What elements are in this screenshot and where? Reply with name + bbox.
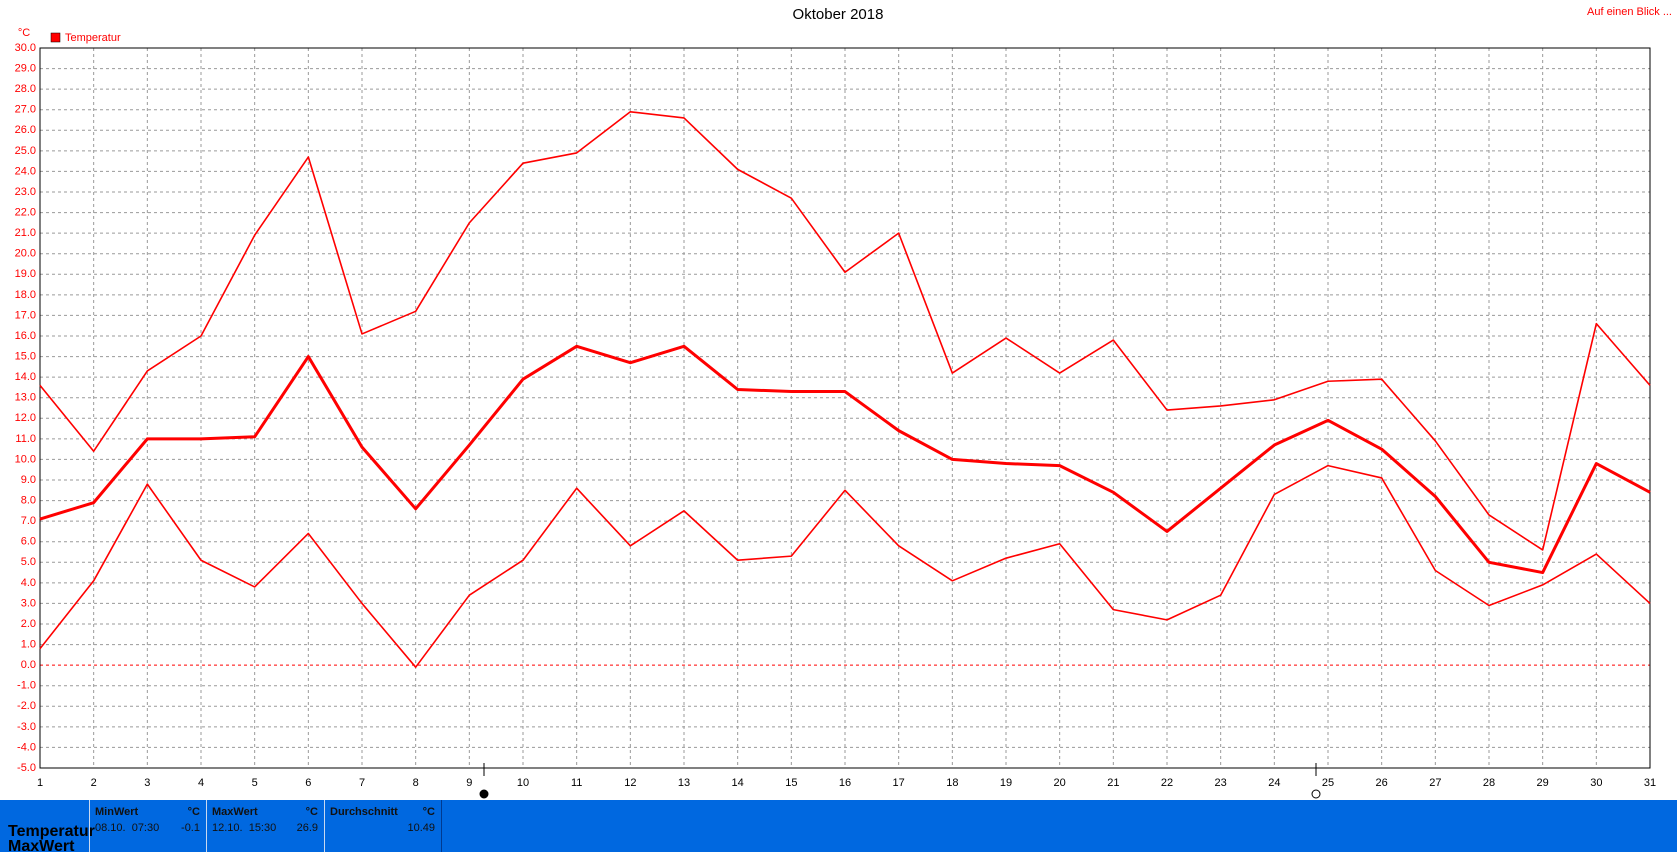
- y-tick-label: 16.0: [15, 330, 36, 342]
- x-tick-label: 22: [1161, 777, 1173, 789]
- y-tick-label: 29.0: [15, 62, 36, 74]
- y-tick-label: 7.0: [21, 515, 36, 527]
- y-tick-label: -5.0: [17, 762, 36, 774]
- y-tick-label: 10.0: [15, 453, 36, 465]
- y-tick-label: -3.0: [17, 721, 36, 733]
- x-tick-label: 2: [91, 777, 97, 789]
- y-tick-label: -2.0: [17, 700, 36, 712]
- y-tick-label: 3.0: [21, 597, 36, 609]
- x-tick-label: 18: [946, 777, 958, 789]
- x-tick-label: 6: [305, 777, 311, 789]
- chart-title: Oktober 2018: [793, 6, 884, 23]
- x-tick-label: 8: [413, 777, 419, 789]
- y-tick-label: 20.0: [15, 248, 36, 260]
- marker-icon: [479, 789, 489, 799]
- y-tick-label: 8.0: [21, 494, 36, 506]
- x-tick-label: 25: [1322, 777, 1334, 789]
- cell-header: MaxWert: [212, 806, 258, 818]
- y-tick-label: 15.0: [15, 350, 36, 362]
- link[interactable]: Auf einen Blick ...: [1587, 6, 1672, 18]
- series-line: [39, 110, 1651, 551]
- x-tick-label: 11: [571, 777, 582, 789]
- x-tick-label: 30: [1590, 777, 1602, 789]
- cell-value: 10.49: [407, 822, 435, 834]
- cell-header: Durchschnitt: [330, 806, 398, 818]
- cell-time: 08.10. 07:30: [95, 822, 160, 834]
- y-tick-label: -1.0: [17, 680, 36, 692]
- x-tick-label: 19: [1000, 777, 1012, 789]
- y-tick-label: 17.0: [15, 309, 36, 321]
- x-tick-label: 23: [1215, 777, 1227, 789]
- x-tick-label: 4: [198, 777, 204, 789]
- cell-value: -0.1: [181, 822, 200, 834]
- y-tick-label: 19.0: [15, 268, 36, 280]
- y-tick-label: 22.0: [15, 206, 36, 218]
- y-tick-label: 26.0: [15, 124, 36, 136]
- x-tick-label: 27: [1429, 777, 1441, 789]
- y-tick-label: 5.0: [21, 556, 36, 568]
- legend-label: Temperatur: [65, 32, 121, 44]
- cell-header: MinWert: [95, 806, 139, 818]
- series-line: [39, 464, 1651, 668]
- y-tick-label: 30.0: [15, 42, 36, 54]
- x-tick-label: 31: [1644, 777, 1656, 789]
- y-tick-label: 14.0: [15, 371, 36, 383]
- row-label: Temperatur: [8, 823, 95, 840]
- summary-cell: MaxWert °C 12.10. 15:30 26.9: [206, 800, 325, 852]
- y-tick-label: -4.0: [17, 741, 36, 753]
- y-tick-label: 12.0: [15, 412, 36, 424]
- x-tick-label: 14: [732, 777, 744, 789]
- legend-swatch: [50, 32, 61, 43]
- x-tick-label: 1: [37, 777, 43, 789]
- y-unit: °C: [18, 27, 30, 39]
- y-tick-label: 2.0: [21, 618, 36, 630]
- y-tick-label: 13.0: [15, 392, 36, 404]
- x-tick-label: 5: [252, 777, 258, 789]
- marker-icon: [1311, 789, 1321, 799]
- y-tick-label: 21.0: [15, 227, 36, 239]
- cell-time: 12.10. 15:30: [212, 822, 277, 834]
- y-tick-label: 18.0: [15, 289, 36, 301]
- summary-cell: MinWert °C 08.10. 07:30 -0.1: [89, 800, 207, 852]
- cell-unit: °C: [422, 806, 435, 818]
- x-tick-label: 15: [785, 777, 797, 789]
- y-tick-label: 0.0: [21, 659, 36, 671]
- y-tick-label: 9.0: [21, 474, 36, 486]
- summary-cell: Durchschnitt °C 10.49: [324, 800, 442, 852]
- x-tick-label: 12: [624, 777, 636, 789]
- plot-frame: [39, 47, 1651, 769]
- y-tick-label: 24.0: [15, 165, 36, 177]
- cell-value: 26.9: [296, 822, 318, 834]
- x-tick-label: 17: [893, 777, 905, 789]
- x-tick-label: 16: [839, 777, 851, 789]
- x-tick-label: 7: [359, 777, 365, 789]
- x-tick-label: 10: [517, 777, 529, 789]
- cell-unit: °C: [305, 806, 318, 818]
- x-tick-label: 26: [1376, 777, 1388, 789]
- y-tick-label: 11.0: [15, 433, 36, 445]
- x-tick-label: 21: [1107, 777, 1119, 789]
- summary-panel: Temperatur MaxWert MinWert °C 08.10. 07:…: [0, 800, 1677, 855]
- chart: Oktober 2018 °C Auf einen Blick ... -5.0…: [15, 6, 1672, 799]
- y-tick-label: 28.0: [15, 83, 36, 95]
- series-line: [39, 344, 1651, 575]
- x-tick-label: 24: [1268, 777, 1280, 789]
- y-tick-label: 25.0: [15, 145, 36, 157]
- x-tick-label: 3: [144, 777, 150, 789]
- x-tick-label: 28: [1483, 777, 1495, 789]
- x-tick-label: 13: [678, 777, 690, 789]
- y-tick-label: 23.0: [15, 186, 36, 198]
- y-tick-label: 6.0: [21, 536, 36, 548]
- x-tick-label: 29: [1537, 777, 1549, 789]
- y-tick-label: 4.0: [21, 577, 36, 589]
- y-tick-label: 27.0: [15, 104, 36, 116]
- x-tick-label: 20: [1054, 777, 1066, 789]
- row-label: MaxWert: [8, 838, 75, 855]
- x-tick-label: 9: [466, 777, 472, 789]
- cell-unit: °C: [187, 806, 200, 818]
- y-tick-label: 1.0: [21, 638, 36, 650]
